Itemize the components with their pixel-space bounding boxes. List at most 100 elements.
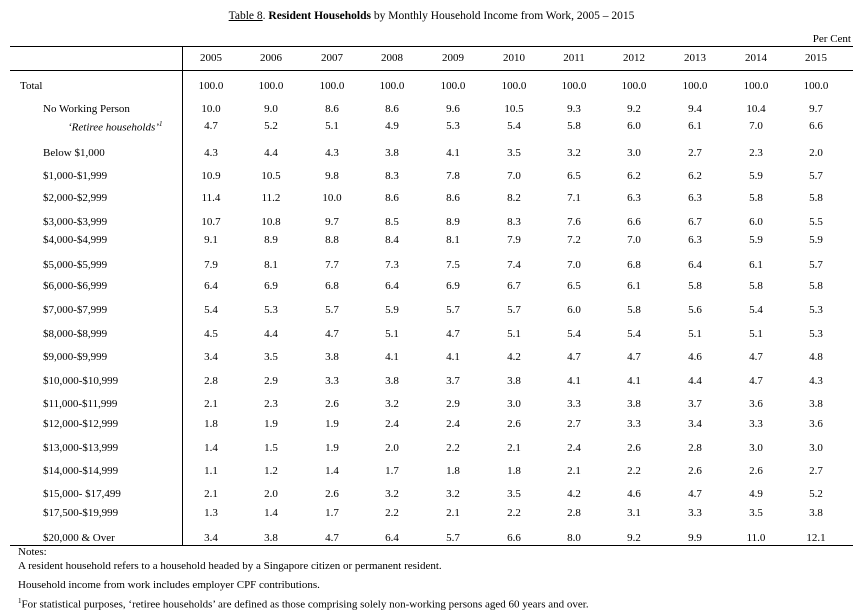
table-cell: 10.5 xyxy=(504,103,524,115)
row-label: Below $1,000 xyxy=(43,147,105,159)
table-cell: 1.9 xyxy=(264,418,278,430)
table-cell: 1.4 xyxy=(264,507,278,519)
table-cell: 2.2 xyxy=(446,442,460,454)
table-cell: 2.4 xyxy=(446,418,460,430)
table-cell: 4.9 xyxy=(749,488,763,500)
row-label-text: Below $1,000 xyxy=(43,147,105,159)
table-cell: 11.0 xyxy=(746,532,766,544)
table-cell: 7.3 xyxy=(385,259,399,271)
table-cell: 2.7 xyxy=(567,418,581,430)
table-cell: 7.8 xyxy=(446,170,460,182)
table-cell: 3.3 xyxy=(567,398,581,410)
table-cell: 2.6 xyxy=(325,398,339,410)
table-cell: 8.3 xyxy=(385,170,399,182)
table-cell: 3.1 xyxy=(627,507,641,519)
table-cell: 2.1 xyxy=(446,507,460,519)
row-label: No Working Person xyxy=(43,103,130,115)
bottom-rule xyxy=(10,545,853,546)
table-cell: 1.1 xyxy=(204,465,218,477)
row-label-text: $13,000-$13,999 xyxy=(43,442,119,454)
table-cell: 2.2 xyxy=(507,507,521,519)
row-label-text: $2,000-$2,999 xyxy=(43,192,108,204)
table-cell: 8.5 xyxy=(385,216,399,228)
table-cell: 3.7 xyxy=(446,375,460,387)
table-cell: 6.1 xyxy=(627,280,641,292)
table-cell: 7.2 xyxy=(567,234,581,246)
unit-label: Per Cent xyxy=(812,33,851,45)
row-label-text: $9,000-$9,999 xyxy=(43,351,108,363)
table-cell: 3.8 xyxy=(385,147,399,159)
table-cell: 6.6 xyxy=(627,216,641,228)
table-cell: 7.6 xyxy=(567,216,581,228)
table-cell: 100.0 xyxy=(803,80,829,92)
table-cell: 11.4 xyxy=(201,192,221,204)
year-header: 2007 xyxy=(321,52,343,64)
table-cell: 8.1 xyxy=(264,259,278,271)
table-cell: 4.1 xyxy=(446,147,460,159)
notes-heading: Notes: xyxy=(18,546,47,558)
row-label-text: $12,000-$12,999 xyxy=(43,418,119,430)
row-label-text: $1,000-$1,999 xyxy=(43,170,108,182)
table-cell: 9.9 xyxy=(688,532,702,544)
title-rest: by Monthly Household Income from Work, 2… xyxy=(370,10,635,22)
table-cell: 5.7 xyxy=(446,304,460,316)
table-cell: 6.7 xyxy=(688,216,702,228)
table-cell: 1.8 xyxy=(507,465,521,477)
table-cell: 4.7 xyxy=(325,328,339,340)
table-cell: 4.1 xyxy=(446,351,460,363)
table-cell: 2.1 xyxy=(204,488,218,500)
note-3-text: For statistical purposes, ‘retiree house… xyxy=(21,598,589,611)
year-header: 2010 xyxy=(503,52,525,64)
table-cell: 3.3 xyxy=(627,418,641,430)
table-cell: 3.2 xyxy=(446,488,460,500)
table-cell: 4.4 xyxy=(688,375,702,387)
table-cell: 4.6 xyxy=(688,351,702,363)
year-header: 2013 xyxy=(684,52,706,64)
table-cell: 100.0 xyxy=(621,80,647,92)
table-cell: 8.6 xyxy=(385,103,399,115)
table-cell: 7.1 xyxy=(567,192,581,204)
table-cell: 11.2 xyxy=(261,192,281,204)
table-cell: 6.2 xyxy=(688,170,702,182)
table-cell: 5.3 xyxy=(264,304,278,316)
table-cell: 3.4 xyxy=(688,418,702,430)
table-cell: 6.4 xyxy=(385,280,399,292)
table-cell: 5.1 xyxy=(325,120,339,132)
year-header: 2014 xyxy=(745,52,767,64)
table-cell: 6.1 xyxy=(688,120,702,132)
table-cell: 6.4 xyxy=(688,259,702,271)
table-cell: 3.8 xyxy=(385,375,399,387)
table-cell: 9.1 xyxy=(204,234,218,246)
table-cell: 2.3 xyxy=(264,398,278,410)
row-label: $8,000-$8,999 xyxy=(43,328,107,340)
row-label: $20,000 & Over xyxy=(43,532,115,544)
table-cell: 5.7 xyxy=(809,170,823,182)
row-label: $9,000-$9,999 xyxy=(43,351,107,363)
table-cell: 2.8 xyxy=(204,375,218,387)
table-cell: 3.8 xyxy=(264,532,278,544)
row-label: $14,000-$14,999 xyxy=(43,465,118,477)
table-cell: 5.1 xyxy=(385,328,399,340)
table-cell: 5.7 xyxy=(325,304,339,316)
table-cell: 5.4 xyxy=(749,304,763,316)
table-cell: 5.7 xyxy=(809,259,823,271)
table-cell: 6.6 xyxy=(507,532,521,544)
table-cell: 1.7 xyxy=(385,465,399,477)
table-cell: 9.7 xyxy=(325,216,339,228)
table-cell: 3.6 xyxy=(749,398,763,410)
table-cell: 2.2 xyxy=(627,465,641,477)
row-label-text: $14,000-$14,999 xyxy=(43,465,119,477)
table-cell: 5.8 xyxy=(627,304,641,316)
row-label-text: $15,000- $17,499 xyxy=(43,488,121,500)
table-cell: 5.4 xyxy=(507,120,521,132)
footnote-mark: 1 xyxy=(18,597,22,605)
note-3: 1For statistical purposes, ‘retiree hous… xyxy=(18,597,589,611)
table-cell: 5.9 xyxy=(809,234,823,246)
table-cell: 10.0 xyxy=(322,192,342,204)
table-cell: 4.9 xyxy=(385,120,399,132)
table-cell: 9.4 xyxy=(688,103,702,115)
table-cell: 3.0 xyxy=(627,147,641,159)
table-cell: 1.5 xyxy=(264,442,278,454)
table-cell: 3.3 xyxy=(688,507,702,519)
table-cell: 3.3 xyxy=(325,375,339,387)
